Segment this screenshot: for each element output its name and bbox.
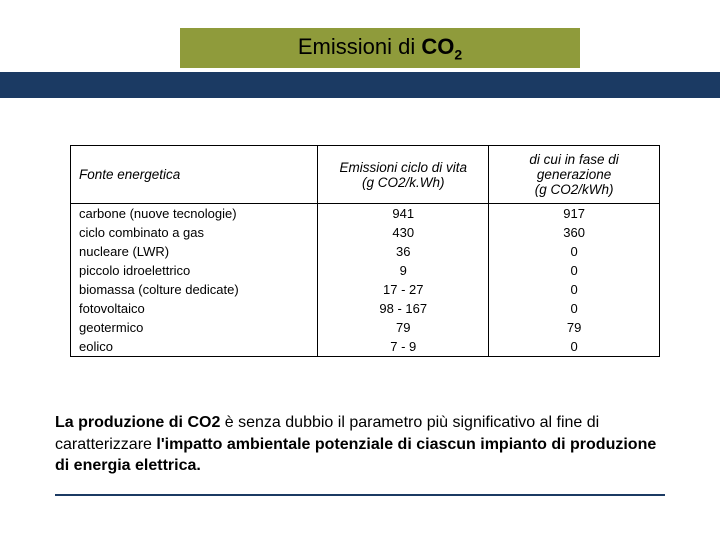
header: Emissioni di CO2 [0,0,720,100]
title-bar: Emissioni di CO2 [180,28,580,68]
table-body: carbone (nuove tecnologie)941917 ciclo c… [71,204,660,357]
col-header-source: Fonte energetica [71,146,318,204]
table-row: carbone (nuove tecnologie)941917 [71,204,660,224]
footer-divider [55,494,665,496]
table-row: nucleare (LWR)360 [71,242,660,261]
title-text: Emissioni di CO2 [298,34,462,62]
table-row: fotovoltaico98 - 1670 [71,299,660,318]
title-co: CO [421,34,454,59]
table-row: geotermico7979 [71,318,660,337]
table-row: ciclo combinato a gas430360 [71,223,660,242]
table-row: eolico7 - 90 [71,337,660,357]
title-sub: 2 [454,46,462,62]
col-header-generation: di cui in fase di generazione(g CO2/kWh) [489,146,660,204]
emissions-table: Fonte energetica Emissioni ciclo di vita… [70,145,660,357]
table-header-row: Fonte energetica Emissioni ciclo di vita… [71,146,660,204]
title-prefix: Emissioni di [298,34,421,59]
emissions-table-wrap: Fonte energetica Emissioni ciclo di vita… [70,145,660,357]
caption-bold-1: La produzione di CO2 [55,414,220,431]
caption-text: La produzione di CO2 è senza dubbio il p… [55,412,665,477]
blue-bar [0,72,720,98]
table-row: biomassa (colture dedicate)17 - 270 [71,280,660,299]
col-header-lifecycle: Emissioni ciclo di vita(g CO2/k.Wh) [318,146,489,204]
table-row: piccolo idroelettrico90 [71,261,660,280]
